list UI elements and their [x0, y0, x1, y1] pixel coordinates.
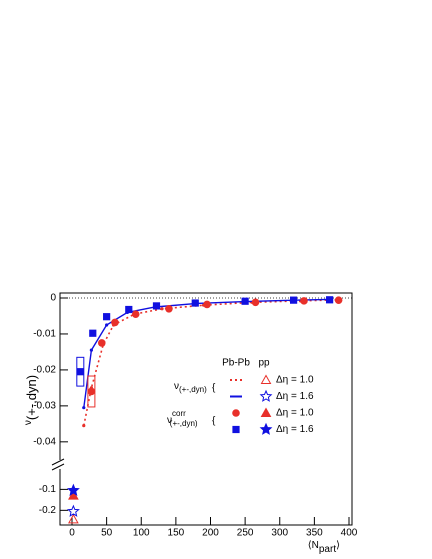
y-tick-label: -0.02: [33, 365, 56, 376]
point: [131, 310, 140, 318]
point: [260, 374, 272, 384]
series-line: [83, 299, 339, 426]
point: [68, 513, 79, 524]
point: [103, 313, 111, 321]
point: [89, 329, 97, 337]
point: [66, 483, 80, 496]
point: [326, 296, 334, 304]
point: [111, 318, 119, 327]
point: [152, 302, 161, 310]
point: [251, 298, 260, 307]
point: [191, 299, 199, 307]
y-tick-label: -0.2: [39, 505, 57, 516]
y-tick-label: -0.04: [33, 436, 56, 447]
point: [82, 406, 86, 410]
point: [66, 504, 80, 517]
point: [68, 490, 79, 500]
x-tick-label: 0: [69, 528, 75, 539]
legend-swatch: [232, 409, 240, 417]
point: [203, 300, 211, 309]
point: [259, 389, 273, 402]
x-tick-label: 400: [341, 528, 358, 539]
axis-break: [51, 463, 65, 471]
point: [76, 368, 84, 376]
point: [87, 387, 96, 396]
plot-frame: [59, 292, 353, 526]
legend-label: Δη = 1.6: [276, 391, 314, 402]
y-tick-label: -0.1: [39, 484, 57, 495]
y-tick-label: -0.01: [33, 329, 56, 340]
x-tick-label: 50: [101, 528, 113, 539]
axis-break: [51, 458, 65, 466]
point: [125, 305, 133, 314]
legend-header: Pb-Pb: [222, 358, 250, 369]
x-tick-label: 300: [271, 528, 288, 539]
point: [290, 296, 298, 304]
legend-brace: {: [212, 383, 216, 394]
point: [82, 424, 86, 428]
point: [160, 307, 164, 311]
point: [334, 296, 343, 304]
legend-swatch: [232, 425, 240, 434]
legend-group-label: ν(+-,dyn): [174, 381, 207, 394]
x-tick-label: 350: [306, 528, 323, 539]
point: [97, 339, 106, 347]
legend-group-label: νcorr (+-,dyn): [167, 409, 198, 428]
y-axis-title: ν(+-,dyn): [23, 375, 40, 425]
point: [105, 323, 109, 327]
point: [241, 297, 249, 305]
legend-brace: {: [212, 416, 216, 427]
point: [260, 407, 272, 417]
legend-header: pp: [258, 358, 270, 369]
x-axis-title: ⟨Npart⟩: [308, 540, 340, 555]
x-tick-label: 200: [202, 528, 219, 539]
y-tick-label: -0.03: [33, 401, 56, 412]
point: [300, 297, 308, 305]
point: [89, 348, 93, 352]
legend-label: Δη = 1.0: [276, 408, 314, 419]
point: [165, 304, 173, 313]
x-tick-label: 150: [168, 528, 185, 539]
x-tick-label: 250: [237, 528, 254, 539]
legend-label: Δη = 1.0: [276, 375, 314, 386]
axis-break-gap: [54, 460, 66, 469]
y-tick-label: 0: [50, 293, 56, 304]
point: [259, 422, 273, 435]
x-tick-label: 100: [133, 528, 150, 539]
legend-label: Δη = 1.6: [276, 424, 314, 435]
